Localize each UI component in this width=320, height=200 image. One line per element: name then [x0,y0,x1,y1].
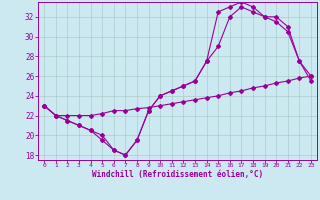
X-axis label: Windchill (Refroidissement éolien,°C): Windchill (Refroidissement éolien,°C) [92,170,263,179]
